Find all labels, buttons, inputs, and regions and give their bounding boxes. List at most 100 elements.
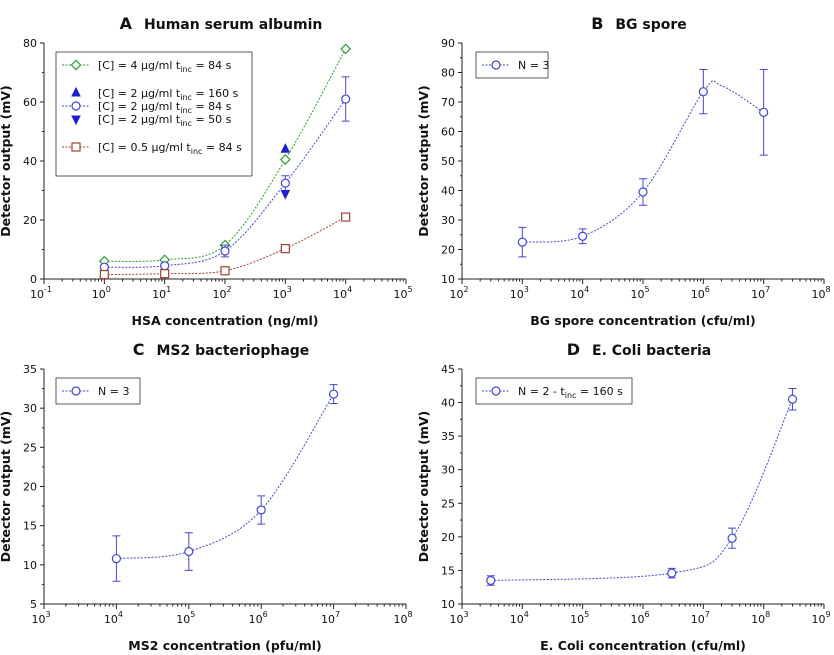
chart-a-title-text: Human serum albumin: [144, 17, 322, 33]
chart-c-legend-label: N = 3: [98, 385, 129, 398]
chart-a: A Human serum albumin 0 20 40 60 80 10-1 100 101 1…: [0, 14, 413, 328]
chart-d-y-tick-label: 45: [441, 363, 455, 376]
chart-d-y-tick-label: 40: [441, 397, 455, 410]
chart-a-x-tick-label: 105: [393, 285, 412, 301]
chart-b-y-tick-label: 80: [441, 67, 455, 80]
chart-c-series-0-point: [111, 553, 122, 564]
chart-d-legend: N = 2 - tinc = 160 s: [475, 377, 633, 405]
chart-d-y-tick-label: 30: [441, 464, 455, 477]
chart-a-series-1-point: [280, 143, 291, 153]
chart-d-legend-marker: [491, 386, 501, 396]
chart-d-x-axis-label: E. Coli concentration (cfu/ml): [540, 638, 746, 653]
chart-d-y-tick-label: 35: [441, 430, 455, 443]
chart-d-panel-letter: D: [567, 340, 580, 359]
chart-b-x-tick-label: 103: [510, 285, 529, 301]
chart-c-y-tick-label: 35: [23, 363, 37, 376]
chart-a-legend-marker: [71, 86, 81, 97]
chart-a-panel-letter: A: [120, 14, 133, 33]
chart-c-y-tick-label: 25: [23, 441, 37, 454]
chart-a-legend-label: [C] = 2 µg/ml tinc = 50 s: [98, 113, 232, 128]
chart-c-series-0-point: [184, 546, 194, 557]
chart-c-series-0-point: [256, 505, 266, 515]
chart-b-y-tick-label: 40: [441, 185, 455, 198]
chart-a-series-0-point: [340, 43, 352, 55]
chart-d-x-tick-label: 103: [449, 610, 468, 626]
chart-a-y-axis-label: Detector output (mV): [0, 85, 13, 237]
chart-a-legend-label: [C] = 2 µg/ml tinc = 160 s: [98, 87, 239, 102]
chart-d-series-0-point: [727, 533, 737, 543]
chart-a-y-tick-label: 0: [30, 273, 37, 286]
chart-b-y-tick-label: 60: [441, 126, 455, 139]
chart-a-legend-label: [C] = 2 µg/ml tinc = 84 s: [98, 100, 232, 115]
chart-a-series-4-point: [99, 269, 109, 280]
chart-b-y-tick-label: 50: [441, 155, 455, 168]
chart-d-x-tick-label: 106: [630, 610, 649, 626]
chart-b-x-tick-label: 108: [811, 285, 830, 301]
chart-c-legend: N = 3: [55, 377, 141, 405]
chart-a-legend-marker: [71, 115, 81, 126]
chart-b-x-axis-label: BG spore concentration (cfu/ml): [530, 313, 756, 328]
chart-a-x-tick-label: 100: [92, 285, 111, 301]
chart-c-y-tick-label: 15: [23, 520, 37, 533]
chart-c: C MS2 bacteriophage 5 10 15 20 25 30 35 103 104 105…: [0, 340, 413, 653]
chart-a-x-tick-label: 103: [273, 285, 292, 301]
chart-b-y-axis-label: Detector output (mV): [416, 85, 431, 237]
chart-a-series-1: [280, 143, 291, 153]
chart-a-series-2-point: [280, 178, 290, 188]
chart-b-x-tick-label: 104: [570, 285, 589, 301]
chart-a-series-2-point: [341, 94, 351, 104]
chart-d-x-tick-label: 104: [510, 610, 529, 626]
chart-b-y-tick-label: 70: [441, 96, 455, 109]
chart-a-series-4-point: [160, 269, 170, 279]
chart-a-y-tick-label: 40: [23, 155, 37, 168]
chart-d-series-0-point: [787, 394, 798, 404]
chart-c-series-0-line: [116, 393, 335, 560]
chart-a-series-4-point: [280, 244, 290, 254]
chart-c-y-tick-label: 20: [23, 481, 37, 494]
chart-b-x-tick-label: 106: [691, 285, 710, 301]
chart-b-series-0-point: [578, 231, 588, 241]
chart-c-y-tick-label: 30: [23, 402, 37, 415]
chart-d-series-0-point: [667, 568, 677, 578]
chart-b-series-0-point: [759, 107, 769, 117]
chart-d-y-tick-label: 20: [441, 531, 455, 544]
chart-b-series-0-line: [522, 80, 764, 243]
chart-c-title-text: MS2 bacteriophage: [156, 343, 309, 359]
chart-b-x-tick-label: 107: [751, 285, 770, 301]
chart-a-x-axis-label: HSA concentration (ng/ml): [132, 313, 319, 328]
chart-d-title: D E. Coli bacteria: [567, 340, 712, 359]
chart-d-x-tick-label: 105: [570, 610, 589, 626]
chart-a-y-tick-label: 80: [23, 37, 37, 50]
chart-b-legend: N = 3: [475, 51, 549, 79]
chart-c-x-tick-label: 108: [393, 610, 412, 626]
chart-b-title-text: BG spore: [615, 17, 686, 33]
chart-c-x-tick-label: 103: [31, 610, 50, 626]
chart-a-legend-label: [C] = 0.5 µg/ml tinc = 84 s: [98, 141, 242, 156]
chart-d-title-text: E. Coli bacteria: [592, 343, 711, 359]
chart-c-x-tick-label: 106: [249, 610, 268, 626]
chart-a-series-3-point: [280, 189, 291, 200]
chart-a-y-tick-label: 60: [23, 96, 37, 109]
chart-b-series-0-point: [517, 237, 527, 247]
chart-c-x-tick-label: 104: [104, 610, 123, 626]
chart-b-y-tick-label: 90: [441, 37, 455, 50]
chart-a-series-3: [280, 189, 291, 200]
chart-b-series-0-point: [698, 87, 708, 97]
chart-c-series-0: [111, 384, 339, 582]
chart-a-series-0-point: [279, 154, 291, 165]
chart-a-x-tick-label: 101: [152, 285, 171, 301]
chart-c-y-axis-label: Detector output (mV): [0, 411, 13, 563]
chart-a-legend: [C] = 4 µg/ml tinc = 84 s [C] = 2 µg/ml t…: [55, 51, 253, 177]
chart-a-legend-box: [55, 51, 253, 177]
chart-b-title: B BG spore: [591, 14, 687, 33]
chart-c-legend-marker: [71, 386, 81, 396]
chart-d-series-0-line: [490, 399, 793, 581]
chart-b-legend-label: N = 3: [518, 59, 549, 72]
chart-a-legend-marker: [70, 59, 82, 71]
chart-a-series-4: [99, 212, 351, 280]
chart-a-series-2-point: [160, 261, 170, 271]
chart-c-y-tick-label: 5: [30, 598, 37, 611]
chart-c-panel-letter: C: [133, 340, 145, 359]
chart-a-y-tick-label: 20: [23, 214, 37, 227]
